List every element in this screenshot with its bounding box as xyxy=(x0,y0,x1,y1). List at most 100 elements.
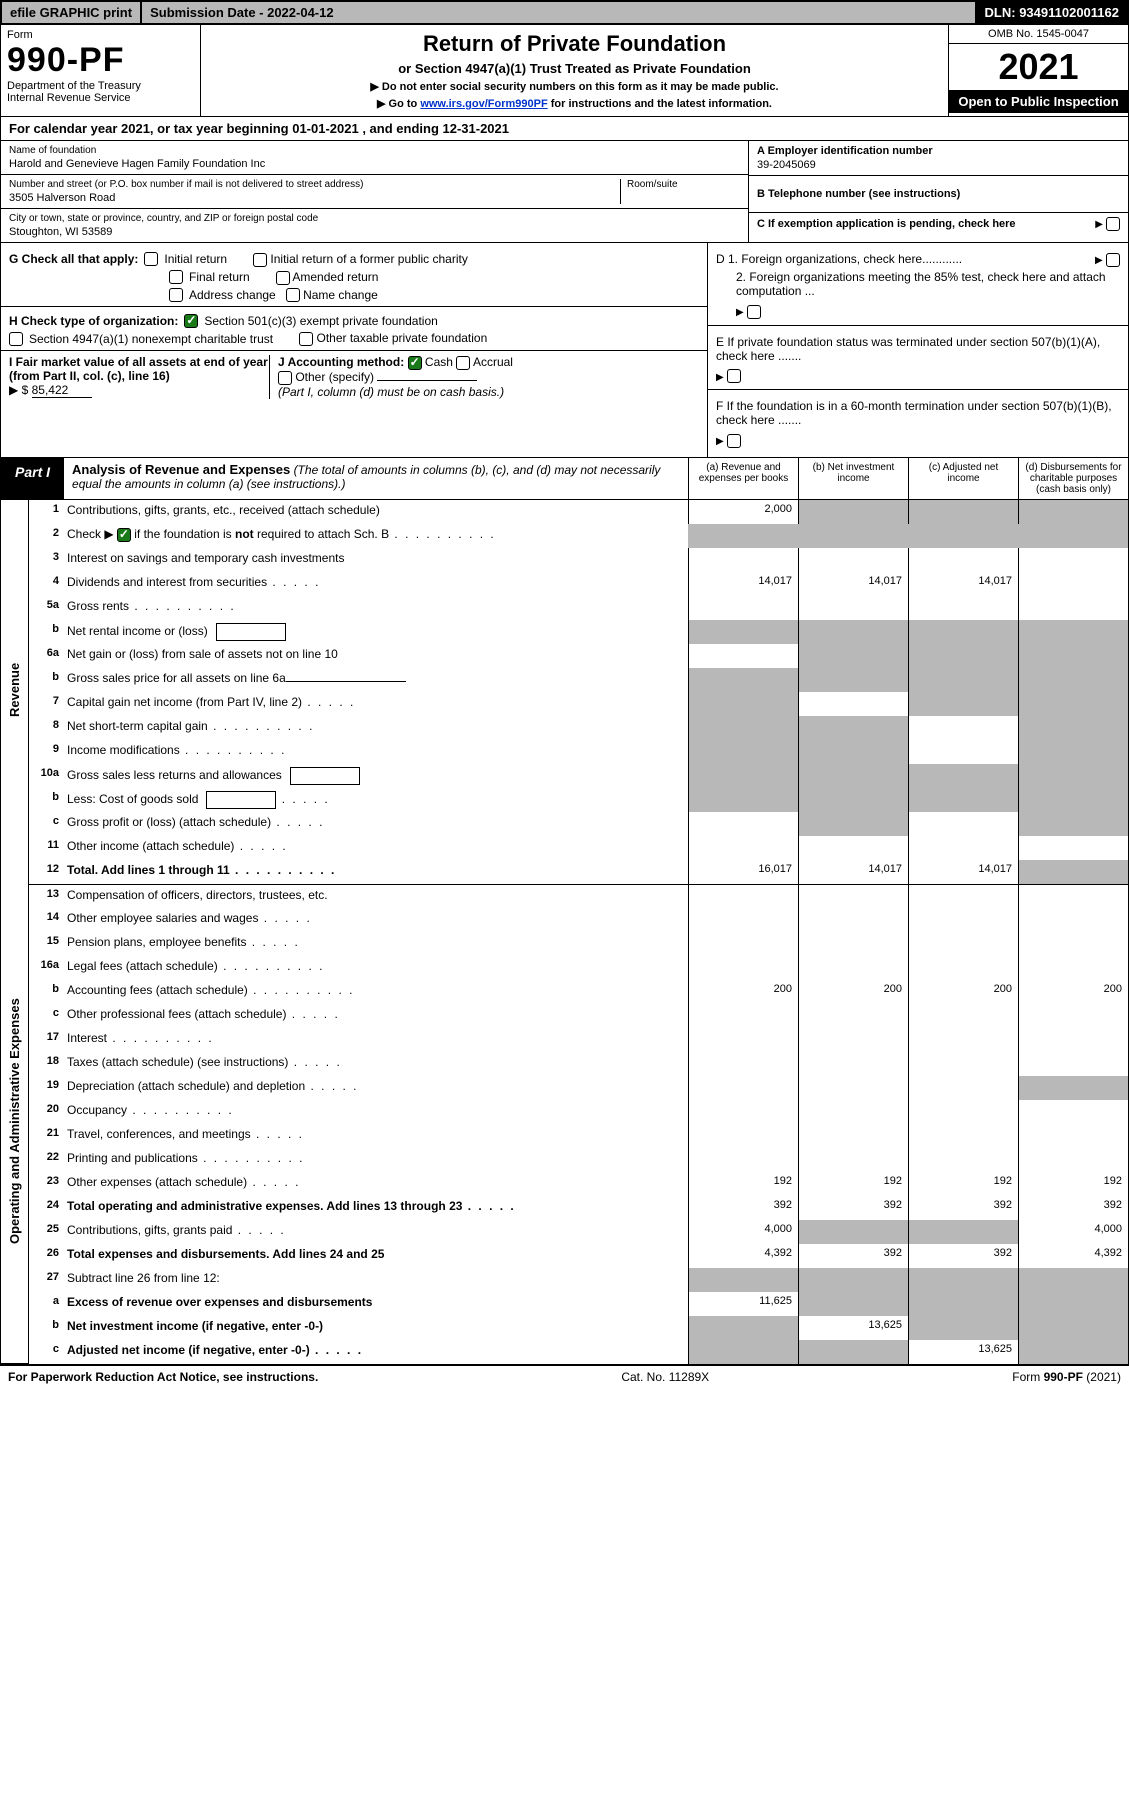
column-headers: (a) Revenue and expenses per books (b) N… xyxy=(688,458,1128,499)
arrow-icon xyxy=(1095,252,1103,266)
table-row: 25Contributions, gifts, grants paid4,000… xyxy=(29,1220,1128,1244)
form-subtitle: or Section 4947(a)(1) Trust Treated as P… xyxy=(207,61,942,76)
arrow-icon xyxy=(716,369,724,383)
page-footer: For Paperwork Reduction Act Notice, see … xyxy=(0,1365,1129,1388)
table-row: bNet rental income or (loss) xyxy=(29,620,1128,644)
checkbox-d1[interactable] xyxy=(1106,253,1120,267)
table-row: 16aLegal fees (attach schedule) xyxy=(29,956,1128,980)
address-field: Number and street (or P.O. box number if… xyxy=(1,175,748,209)
irs-label: Internal Revenue Service xyxy=(7,92,194,104)
checks-section: G Check all that apply: Initial return I… xyxy=(0,243,1129,458)
arrow-icon xyxy=(736,304,744,318)
form-number: 990-PF xyxy=(7,41,194,80)
form-header: Form 990-PF Department of the Treasury I… xyxy=(0,25,1129,117)
name-field: Name of foundation Harold and Genevieve … xyxy=(1,141,748,175)
checkbox-schb[interactable] xyxy=(117,528,131,542)
checkbox-initial-former[interactable] xyxy=(253,253,267,267)
checkbox-f[interactable] xyxy=(727,434,741,448)
table-row: 17Interest xyxy=(29,1028,1128,1052)
checkbox-address[interactable] xyxy=(169,288,183,302)
sidebar-labels: Revenue Operating and Administrative Exp… xyxy=(1,500,29,1364)
col-b: (b) Net investment income xyxy=(798,458,908,499)
calendar-year-line: For calendar year 2021, or tax year begi… xyxy=(0,117,1129,141)
col-c: (c) Adjusted net income xyxy=(908,458,1018,499)
col-a: (a) Revenue and expenses per books xyxy=(688,458,798,499)
top-bar: efile GRAPHIC print Submission Date - 20… xyxy=(0,0,1129,25)
checkbox-amended[interactable] xyxy=(276,271,290,285)
arrow-icon xyxy=(1095,218,1103,230)
header-title-block: Return of Private Foundation or Section … xyxy=(201,25,948,116)
i-block: I Fair market value of all assets at end… xyxy=(9,355,269,399)
expenses-label: Operating and Administrative Expenses xyxy=(1,880,28,1364)
checkbox-other-acct[interactable] xyxy=(278,371,292,385)
col-d: (d) Disbursements for charitable purpose… xyxy=(1018,458,1128,499)
exemption-pending: C If exemption application is pending, c… xyxy=(749,213,1128,235)
table-row: 27Subtract line 26 from line 12: xyxy=(29,1268,1128,1292)
arrow-icon xyxy=(716,433,724,447)
checkbox-4947[interactable] xyxy=(9,332,23,346)
checkbox-accrual[interactable] xyxy=(456,356,470,370)
table-row: 15Pension plans, employee benefits xyxy=(29,932,1128,956)
table-row: 7Capital gain net income (from Part IV, … xyxy=(29,692,1128,716)
submission-date: Submission Date - 2022-04-12 xyxy=(142,2,976,23)
table-row: 3Interest on savings and temporary cash … xyxy=(29,548,1128,572)
table-row: bGross sales price for all assets on lin… xyxy=(29,668,1128,692)
table-row: 14Other employee salaries and wages xyxy=(29,908,1128,932)
checkbox-d2[interactable] xyxy=(747,305,761,319)
efile-label[interactable]: efile GRAPHIC print xyxy=(2,2,142,23)
table-row: 23Other expenses (attach schedule)192192… xyxy=(29,1172,1128,1196)
phone-field: B Telephone number (see instructions) xyxy=(749,176,1128,213)
table-row: 10aGross sales less returns and allowanc… xyxy=(29,764,1128,788)
table-row: 20Occupancy xyxy=(29,1100,1128,1124)
dln-label: DLN: 93491102001162 xyxy=(977,2,1127,23)
header-left: Form 990-PF Department of the Treasury I… xyxy=(1,25,201,116)
ein-field: A Employer identification number 39-2045… xyxy=(749,141,1128,176)
checkbox-initial[interactable] xyxy=(144,252,158,266)
table-row: bNet investment income (if negative, ent… xyxy=(29,1316,1128,1340)
table-row: 4Dividends and interest from securities1… xyxy=(29,572,1128,596)
table-row: 1Contributions, gifts, grants, etc., rec… xyxy=(29,500,1128,524)
ssn-note: ▶ Do not enter social security numbers o… xyxy=(207,80,942,93)
table-row: cOther professional fees (attach schedul… xyxy=(29,1004,1128,1028)
cat-no: Cat. No. 11289X xyxy=(621,1370,709,1384)
header-right: OMB No. 1545-0047 2021 Open to Public In… xyxy=(948,25,1128,116)
part1-header: Part I Analysis of Revenue and Expenses … xyxy=(0,458,1129,500)
checkbox-e[interactable] xyxy=(727,369,741,383)
table-row: 19Depreciation (attach schedule) and dep… xyxy=(29,1076,1128,1100)
checkbox-final[interactable] xyxy=(169,270,183,284)
checkbox-name[interactable] xyxy=(286,288,300,302)
table-row: bLess: Cost of goods sold xyxy=(29,788,1128,812)
entity-block: Name of foundation Harold and Genevieve … xyxy=(0,141,1129,243)
table-row: 12Total. Add lines 1 through 1116,01714,… xyxy=(29,860,1128,884)
h-line: H Check type of organization: Section 50… xyxy=(9,314,699,328)
table-row: 18Taxes (attach schedule) (see instructi… xyxy=(29,1052,1128,1076)
open-public-badge: Open to Public Inspection xyxy=(949,90,1128,113)
j-block: J Accounting method: Cash Accrual Other … xyxy=(269,355,699,399)
table-row: bAccounting fees (attach schedule)200200… xyxy=(29,980,1128,1004)
table-row: 8Net short-term capital gain xyxy=(29,716,1128,740)
table-row: 13Compensation of officers, directors, t… xyxy=(29,884,1128,908)
irs-link[interactable]: www.irs.gov/Form990PF xyxy=(420,98,547,110)
table-row: cAdjusted net income (if negative, enter… xyxy=(29,1340,1128,1364)
goto-note: ▶ Go to www.irs.gov/Form990PF for instru… xyxy=(207,97,942,110)
part-desc: Analysis of Revenue and Expenses (The to… xyxy=(64,458,688,499)
paperwork-notice: For Paperwork Reduction Act Notice, see … xyxy=(8,1370,318,1384)
part1-table: Revenue Operating and Administrative Exp… xyxy=(0,500,1129,1365)
checkbox-c[interactable] xyxy=(1106,217,1120,231)
table-row: 5aGross rents xyxy=(29,596,1128,620)
form-ref: Form 990-PF (2021) xyxy=(1012,1370,1121,1384)
checkbox-501c3[interactable] xyxy=(184,314,198,328)
part-tag: Part I xyxy=(1,458,64,499)
table-row: 9Income modifications xyxy=(29,740,1128,764)
omb-number: OMB No. 1545-0047 xyxy=(949,25,1128,44)
table-row: 21Travel, conferences, and meetings xyxy=(29,1124,1128,1148)
table-row: 2Check ▶ if the foundation is not requir… xyxy=(29,524,1128,548)
city-field: City or town, state or province, country… xyxy=(1,209,748,242)
g-line: G Check all that apply: Initial return I… xyxy=(9,252,699,267)
tax-year: 2021 xyxy=(949,44,1128,90)
revenue-label: Revenue xyxy=(1,500,28,880)
table-row: 6aNet gain or (loss) from sale of assets… xyxy=(29,644,1128,668)
table-row: aExcess of revenue over expenses and dis… xyxy=(29,1292,1128,1316)
checkbox-cash[interactable] xyxy=(408,356,422,370)
checkbox-other-tax[interactable] xyxy=(299,332,313,346)
